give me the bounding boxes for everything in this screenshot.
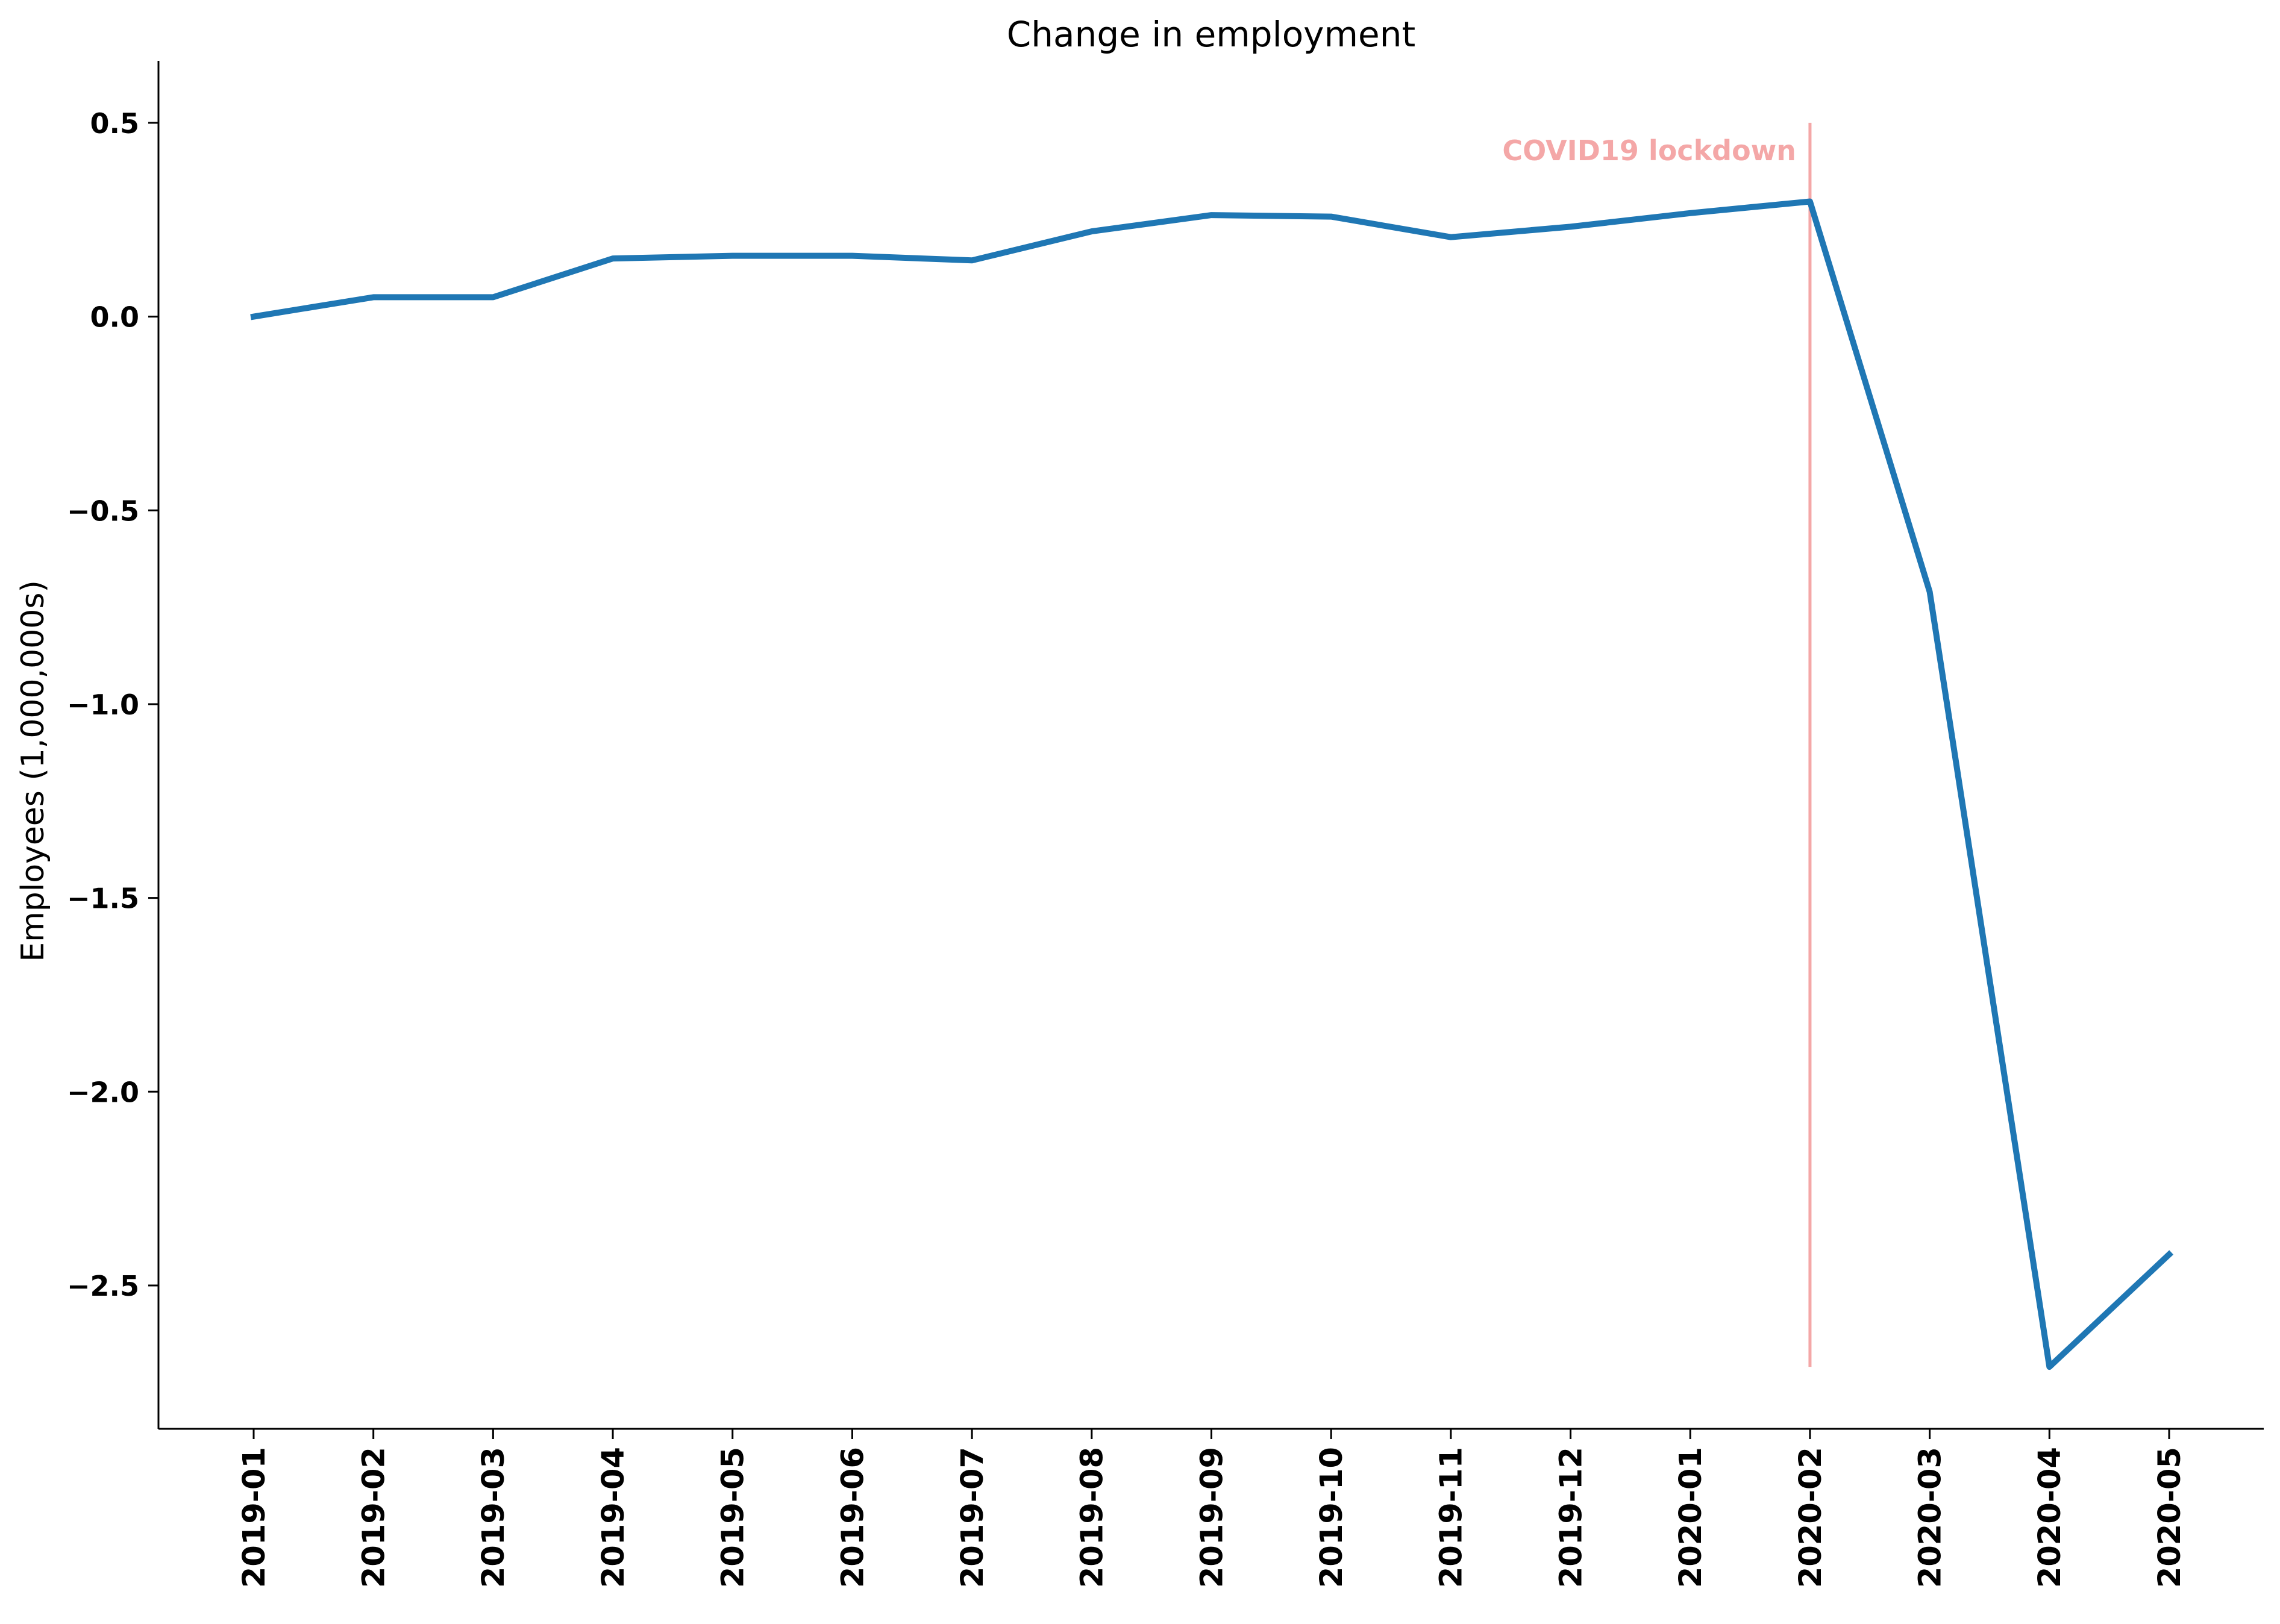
chart-title: Change in employment xyxy=(1007,14,1415,55)
x-tick-label: 2019-01 xyxy=(237,1447,272,1588)
x-tick-label: 2020-01 xyxy=(1673,1447,1709,1588)
employment-series-line xyxy=(250,198,2174,1370)
x-tick-label: 2019-10 xyxy=(1314,1447,1350,1588)
x-tick-label: 2019-04 xyxy=(596,1447,631,1588)
x-tick-label: 2019-02 xyxy=(357,1447,392,1588)
x-tick-label: 2019-12 xyxy=(1553,1447,1589,1588)
x-tick-label: 2019-07 xyxy=(955,1447,991,1588)
x-tick-label: 2019-05 xyxy=(716,1447,751,1588)
y-tick-label: 0.5 xyxy=(90,107,140,140)
x-tick-label: 2020-05 xyxy=(2152,1447,2188,1588)
series-layer xyxy=(250,198,2174,1370)
annotation-layer: COVID19 lockdown xyxy=(1502,122,1812,1367)
x-tick-label: 2019-08 xyxy=(1075,1447,1110,1588)
y-tick-label: −1.0 xyxy=(67,689,139,721)
x-tick-label: 2019-03 xyxy=(476,1447,512,1588)
y-tick-label: −2.0 xyxy=(67,1076,139,1108)
y-tick-layer: 0.5 0.0 −0.5 −1.0 −1.5 −2.0 −2.5 xyxy=(67,107,158,1302)
x-tick-label: 2020-03 xyxy=(1912,1447,1948,1588)
x-tick-label: 2019-11 xyxy=(1434,1447,1470,1588)
x-tick-label: 2020-02 xyxy=(1793,1447,1829,1588)
y-tick-label: −1.5 xyxy=(67,882,139,915)
x-tick-label: 2020-04 xyxy=(2032,1447,2068,1588)
x-tick-label: 2019-09 xyxy=(1194,1447,1230,1588)
x-tick-label: 2019-06 xyxy=(835,1447,871,1588)
y-tick-label: −2.5 xyxy=(67,1270,139,1302)
y-tick-label: 0.0 xyxy=(90,301,140,334)
y-axis-label: Employees (1,000,000s) xyxy=(15,580,51,961)
x-tick-layer: 2019-01 2019-02 2019-03 2019-04 2019-05 2019-… xyxy=(237,1429,2188,1588)
y-tick-label: −0.5 xyxy=(67,495,139,527)
covid-lockdown-label: COVID19 lockdown xyxy=(1502,134,1796,167)
